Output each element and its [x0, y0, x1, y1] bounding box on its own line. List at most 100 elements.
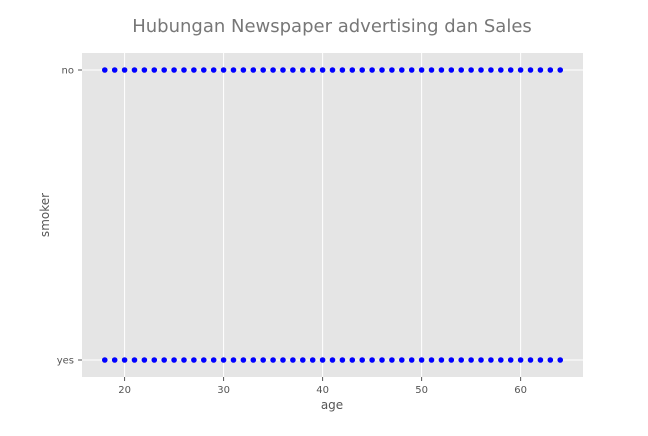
data-point — [319, 67, 326, 73]
data-point — [161, 67, 167, 73]
data-point — [418, 357, 425, 363]
x-tick-label: 50 — [415, 385, 428, 396]
data-point — [319, 357, 326, 363]
data-point — [101, 357, 108, 363]
data-point — [161, 357, 167, 363]
data-point — [101, 67, 108, 73]
data-point — [141, 67, 148, 73]
data-point — [468, 67, 474, 73]
data-point — [329, 67, 336, 73]
data-point — [181, 67, 187, 73]
data-point — [339, 357, 346, 363]
data-point — [131, 67, 138, 73]
data-point — [498, 357, 504, 363]
data-point — [171, 67, 177, 73]
y-tick-label: yes — [57, 356, 74, 367]
data-point — [299, 357, 306, 363]
x-tick-label: 40 — [316, 385, 329, 396]
x-tick-label: 20 — [118, 385, 131, 396]
data-point — [547, 67, 554, 73]
data-point — [359, 67, 366, 73]
data-point — [210, 357, 217, 363]
data-point — [408, 357, 415, 363]
data-point — [329, 357, 336, 363]
data-point — [349, 357, 356, 363]
data-point — [458, 67, 465, 73]
data-point — [240, 67, 247, 73]
data-point — [527, 67, 534, 73]
data-point — [537, 357, 544, 363]
data-point — [191, 357, 197, 363]
data-point — [230, 67, 237, 73]
data-point — [299, 67, 306, 73]
data-point — [498, 67, 504, 73]
data-point — [359, 357, 366, 363]
data-point — [399, 357, 405, 363]
data-point — [270, 67, 276, 73]
data-point — [260, 67, 266, 73]
data-point — [240, 357, 247, 363]
data-point — [418, 67, 425, 73]
data-point — [527, 357, 534, 363]
data-point — [220, 67, 227, 73]
data-point — [399, 67, 405, 73]
data-point — [428, 67, 435, 73]
plot-background — [82, 53, 583, 377]
data-point — [171, 357, 177, 363]
data-point — [488, 67, 494, 73]
data-point — [517, 67, 524, 73]
data-point — [507, 357, 514, 363]
data-point — [200, 357, 207, 363]
data-point — [151, 67, 158, 73]
data-point — [438, 357, 445, 363]
data-point — [260, 357, 266, 363]
data-point — [349, 67, 356, 73]
y-tick-label: no — [62, 66, 74, 77]
y-axis-ticks: yes no — [57, 66, 82, 367]
data-point — [250, 357, 257, 363]
data-point — [369, 67, 375, 73]
data-point — [478, 357, 484, 363]
data-point — [438, 67, 445, 73]
data-point — [369, 357, 375, 363]
data-point — [517, 357, 524, 363]
data-point — [230, 357, 237, 363]
chart-title: Hubungan Newspaper advertising dan Sales — [132, 16, 532, 37]
data-point — [121, 357, 128, 363]
data-point — [290, 357, 296, 363]
data-point — [141, 357, 148, 363]
data-point — [111, 67, 118, 73]
data-point — [280, 357, 286, 363]
data-point — [309, 357, 316, 363]
data-point — [389, 357, 395, 363]
data-point — [507, 67, 514, 73]
x-axis-label: age — [321, 398, 343, 412]
y-axis-label: smoker — [38, 193, 52, 237]
data-point — [220, 357, 227, 363]
data-point — [547, 357, 554, 363]
data-point — [250, 67, 257, 73]
data-point — [408, 67, 415, 73]
data-point — [290, 67, 296, 73]
data-point — [448, 67, 455, 73]
data-point — [468, 357, 474, 363]
x-axis-ticks: 20 30 40 50 60 — [118, 377, 527, 396]
data-point — [379, 357, 385, 363]
data-point — [131, 357, 138, 363]
data-point — [389, 67, 395, 73]
data-point — [428, 357, 435, 363]
data-point — [488, 357, 494, 363]
data-point — [379, 67, 385, 73]
x-tick-label: 30 — [217, 385, 230, 396]
data-point — [448, 357, 455, 363]
data-point — [191, 67, 197, 73]
data-point — [121, 67, 128, 73]
data-point — [458, 357, 465, 363]
data-point — [181, 357, 187, 363]
x-tick-label: 60 — [514, 385, 527, 396]
data-point — [200, 67, 207, 73]
data-point — [537, 67, 544, 73]
data-point — [478, 67, 484, 73]
